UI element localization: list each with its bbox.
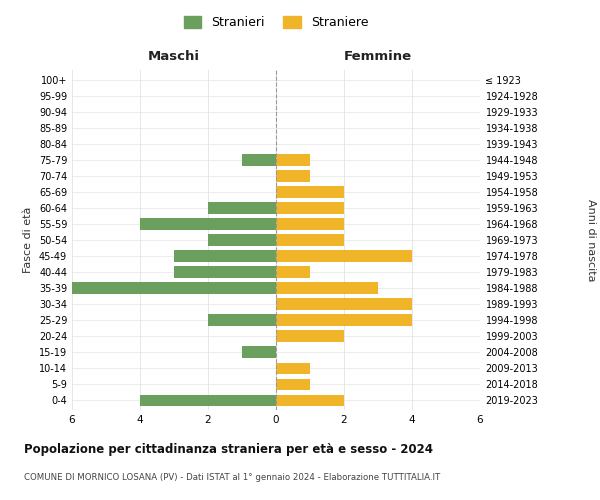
- Bar: [208, 314, 276, 326]
- Bar: [140, 218, 276, 230]
- Bar: [276, 314, 412, 326]
- Bar: [242, 346, 276, 358]
- Bar: [174, 266, 276, 278]
- Bar: [276, 282, 378, 294]
- Bar: [276, 250, 412, 262]
- Bar: [242, 154, 276, 166]
- Bar: [276, 378, 310, 390]
- Bar: [276, 330, 344, 342]
- Bar: [276, 362, 310, 374]
- Bar: [276, 154, 310, 166]
- Bar: [208, 234, 276, 246]
- Bar: [276, 186, 344, 198]
- Bar: [276, 170, 310, 181]
- Bar: [174, 250, 276, 262]
- Bar: [276, 266, 310, 278]
- Y-axis label: Fasce di età: Fasce di età: [23, 207, 33, 273]
- Text: Femmine: Femmine: [344, 50, 412, 62]
- Bar: [276, 394, 344, 406]
- Bar: [72, 282, 276, 294]
- Bar: [276, 202, 344, 213]
- Text: COMUNE DI MORNICO LOSANA (PV) - Dati ISTAT al 1° gennaio 2024 - Elaborazione TUT: COMUNE DI MORNICO LOSANA (PV) - Dati IST…: [24, 472, 440, 482]
- Text: Maschi: Maschi: [148, 50, 200, 62]
- Bar: [276, 234, 344, 246]
- Text: Anni di nascita: Anni di nascita: [586, 198, 596, 281]
- Legend: Stranieri, Straniere: Stranieri, Straniere: [179, 11, 373, 34]
- Bar: [276, 298, 412, 310]
- Bar: [276, 218, 344, 230]
- Text: Popolazione per cittadinanza straniera per età e sesso - 2024: Popolazione per cittadinanza straniera p…: [24, 442, 433, 456]
- Bar: [208, 202, 276, 213]
- Bar: [140, 394, 276, 406]
